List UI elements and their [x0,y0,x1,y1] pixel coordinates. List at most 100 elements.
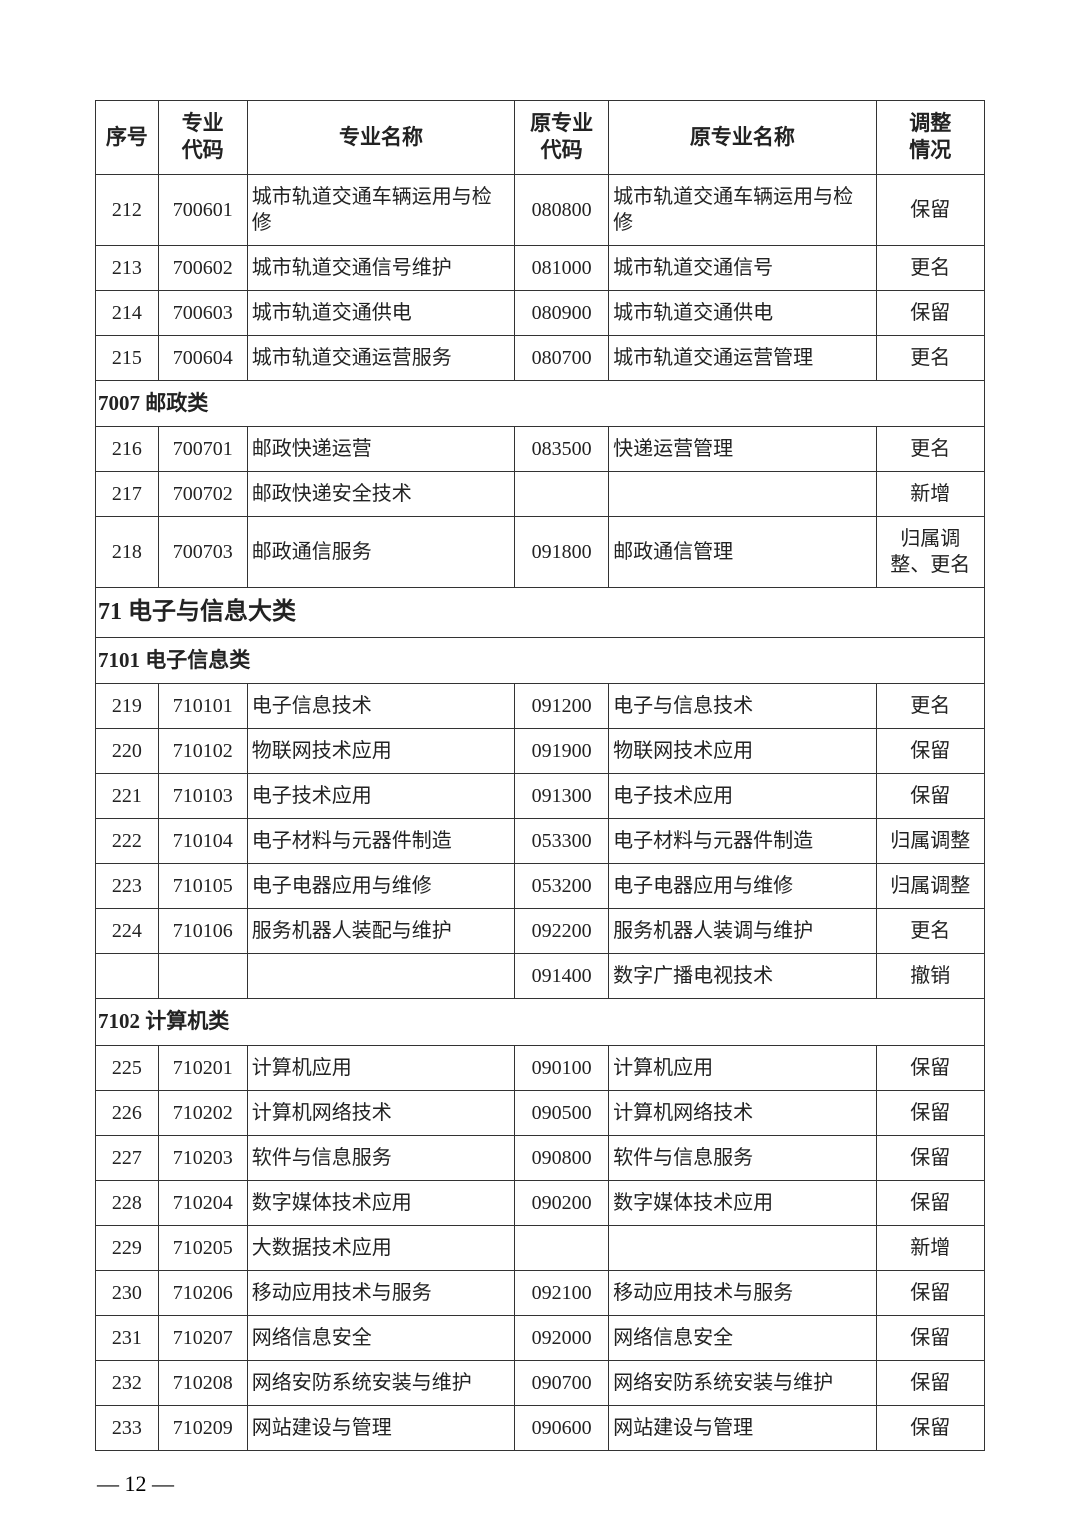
cell-adj: 归属调整 [876,864,984,909]
cell-adj: 归属调整、更名 [876,516,984,587]
cell-ocode: 092000 [515,1315,609,1360]
cell-ocode: 080700 [515,335,609,380]
cell-oname: 电子与信息技术 [609,684,876,729]
cell-adj: 更名 [876,426,984,471]
cell-adj: 更名 [876,335,984,380]
cell-oname: 邮政通信管理 [609,516,876,587]
cell-code: 710204 [158,1180,247,1225]
cell-name: 计算机网络技术 [247,1090,514,1135]
cell-ocode [515,471,609,516]
cell-seq: 214 [96,290,159,335]
cell-oname: 物联网技术应用 [609,729,876,774]
cell-code [158,954,247,999]
table-row: 224710106服务机器人装配与维护092200服务机器人装调与维护更名 [96,909,985,954]
cell-oname: 电子材料与元器件制造 [609,819,876,864]
cell-name: 邮政快递运营 [247,426,514,471]
table-header-row: 序号 专业代码 专业名称 原专业代码 原专业名称 调整情况 [96,101,985,175]
cell-seq: 216 [96,426,159,471]
cell-code: 710201 [158,1045,247,1090]
cell-adj: 保留 [876,1270,984,1315]
cell-ocode: 083500 [515,426,609,471]
cell-oname: 网络信息安全 [609,1315,876,1360]
sub-category-row: 7102 计算机类 [96,999,985,1045]
cell-adj: 更名 [876,909,984,954]
cell-oname: 数字广播电视技术 [609,954,876,999]
cell-adj: 保留 [876,729,984,774]
table-row: 217700702邮政快递安全技术新增 [96,471,985,516]
table-row: 221710103电子技术应用091300电子技术应用保留 [96,774,985,819]
cell-ocode: 091900 [515,729,609,774]
cell-name: 移动应用技术与服务 [247,1270,514,1315]
cell-seq: 228 [96,1180,159,1225]
majors-table: 序号 专业代码 专业名称 原专业代码 原专业名称 调整情况 212700601城… [95,100,985,1451]
cell-seq: 215 [96,335,159,380]
cell-adj: 保留 [876,1180,984,1225]
cell-ocode: 090500 [515,1090,609,1135]
cell-code: 700604 [158,335,247,380]
cell-adj: 保留 [876,1360,984,1405]
cell-seq: 213 [96,245,159,290]
table-row: 223710105电子电器应用与维修053200电子电器应用与维修归属调整 [96,864,985,909]
cell-code: 710206 [158,1270,247,1315]
cell-code: 710105 [158,864,247,909]
cell-code: 700701 [158,426,247,471]
cell-seq: 217 [96,471,159,516]
cell-code: 700703 [158,516,247,587]
cell-seq: 212 [96,174,159,245]
cell-adj: 撤销 [876,954,984,999]
page-number: — 12 — [95,1471,985,1497]
cell-name: 服务机器人装配与维护 [247,909,514,954]
cell-seq: 221 [96,774,159,819]
cell-name: 计算机应用 [247,1045,514,1090]
cell-adj: 保留 [876,1315,984,1360]
category-label: 7101 电子信息类 [96,638,985,684]
cell-oname: 城市轨道交通运营管理 [609,335,876,380]
cell-seq: 231 [96,1315,159,1360]
header-adj: 调整情况 [876,101,984,175]
table-row: 225710201计算机应用090100计算机应用保留 [96,1045,985,1090]
cell-code: 710208 [158,1360,247,1405]
table-row: 216700701邮政快递运营083500快递运营管理更名 [96,426,985,471]
cell-adj: 新增 [876,471,984,516]
cell-name: 电子材料与元器件制造 [247,819,514,864]
cell-seq: 232 [96,1360,159,1405]
cell-code: 710209 [158,1405,247,1450]
cell-name: 城市轨道交通车辆运用与检修 [247,174,514,245]
cell-name: 网站建设与管理 [247,1405,514,1450]
cell-adj: 保留 [876,290,984,335]
table-row: 232710208网络安防系统安装与维护090700网络安防系统安装与维护保留 [96,1360,985,1405]
cell-seq: 219 [96,684,159,729]
cell-name: 电子电器应用与维修 [247,864,514,909]
cell-adj: 更名 [876,245,984,290]
cell-ocode: 081000 [515,245,609,290]
cell-adj: 保留 [876,774,984,819]
table-body: 212700601城市轨道交通车辆运用与检修080800城市轨道交通车辆运用与检… [96,174,985,1450]
cell-code: 700603 [158,290,247,335]
table-row: 230710206移动应用技术与服务092100移动应用技术与服务保留 [96,1270,985,1315]
cell-oname: 电子技术应用 [609,774,876,819]
cell-code: 710202 [158,1090,247,1135]
header-code: 专业代码 [158,101,247,175]
cell-ocode: 090700 [515,1360,609,1405]
cell-seq: 230 [96,1270,159,1315]
cell-oname: 城市轨道交通供电 [609,290,876,335]
cell-oname: 计算机网络技术 [609,1090,876,1135]
cell-code: 710207 [158,1315,247,1360]
cell-ocode: 053200 [515,864,609,909]
table-row: 233710209网站建设与管理090600网站建设与管理保留 [96,1405,985,1450]
header-name: 专业名称 [247,101,514,175]
cell-oname: 软件与信息服务 [609,1135,876,1180]
header-oname: 原专业名称 [609,101,876,175]
cell-seq: 226 [96,1090,159,1135]
table-row: 228710204数字媒体技术应用090200数字媒体技术应用保留 [96,1180,985,1225]
sub-category-row: 7007 邮政类 [96,380,985,426]
cell-oname: 网站建设与管理 [609,1405,876,1450]
major-category-row: 71 电子与信息大类 [96,587,985,637]
cell-seq: 229 [96,1225,159,1270]
table-row: 226710202计算机网络技术090500计算机网络技术保留 [96,1090,985,1135]
table-row: 231710207网络信息安全092000网络信息安全保留 [96,1315,985,1360]
cell-code: 710103 [158,774,247,819]
cell-ocode: 053300 [515,819,609,864]
cell-ocode: 090600 [515,1405,609,1450]
cell-adj: 保留 [876,1405,984,1450]
